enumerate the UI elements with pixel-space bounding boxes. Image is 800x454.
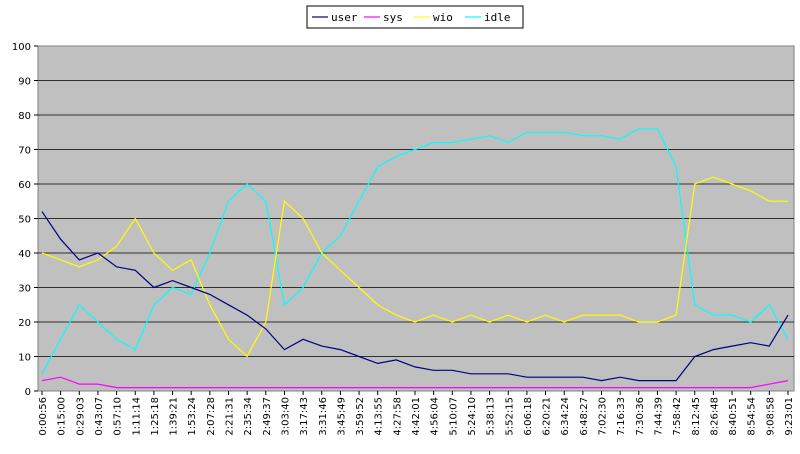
x-tick-label: 2:49:37 xyxy=(262,397,273,436)
x-tick-label: 4:56:04 xyxy=(430,397,441,436)
x-tick-label: 1:53:24 xyxy=(187,397,198,436)
x-tick-label: 5:24:10 xyxy=(467,397,478,436)
y-tick-label: 50 xyxy=(18,215,31,226)
x-tick-label: 5:38:13 xyxy=(486,397,497,436)
y-tick-label: 100 xyxy=(12,42,31,53)
legend-label-sys: sys xyxy=(383,11,403,24)
x-tick-label: 8:12:45 xyxy=(691,397,702,436)
x-tick-label: 0:43:07 xyxy=(94,397,105,436)
series-line-sys xyxy=(41,376,789,389)
legend-label-user: user xyxy=(331,11,358,24)
y-tick-label: 60 xyxy=(18,180,31,191)
x-tick-label: 3:31:46 xyxy=(318,397,329,436)
series-layer xyxy=(41,128,789,389)
x-tick-label: 2:07:28 xyxy=(206,397,217,436)
x-axis-ticks: 0:00:56 0:15:00 0:29:03 0:43:07 0:57:10 1:11:… xyxy=(38,391,795,436)
x-tick-label: 6:20:21 xyxy=(542,397,553,436)
x-tick-label: 6:06:18 xyxy=(523,397,534,436)
x-tick-label: 1:11:14 xyxy=(131,397,142,436)
x-tick-label: 9:08:58 xyxy=(765,397,776,436)
x-tick-label: 0:00:56 xyxy=(38,397,49,436)
x-tick-label: 4:27:58 xyxy=(392,397,403,436)
x-tick-label: 3:45:49 xyxy=(336,397,347,436)
x-tick-label: 8:26:48 xyxy=(709,397,720,436)
y-axis-ticks: 0 10 20 30 40 50 60 70 80 90 100 xyxy=(12,42,38,398)
series-line-idle xyxy=(41,128,789,375)
x-tick-label: 2:21:31 xyxy=(225,397,236,436)
x-tick-label: 5:10:07 xyxy=(448,397,459,436)
x-tick-label: 7:44:39 xyxy=(653,397,664,436)
x-tick-label: 8:40:51 xyxy=(728,397,739,436)
x-tick-label: 1:25:18 xyxy=(150,397,161,436)
x-tick-label: 0:29:03 xyxy=(75,397,86,436)
x-tick-label: 4:13:55 xyxy=(374,397,385,436)
x-tick-label: 3:03:40 xyxy=(280,397,291,436)
legend-label-wio: wio xyxy=(433,11,453,24)
y-tick-label: 0 xyxy=(25,387,31,398)
x-tick-label: 7:58:42 xyxy=(672,397,683,436)
x-tick-label: 9:23:01 xyxy=(784,397,795,436)
x-tick-label: 6:34:24 xyxy=(560,397,571,436)
x-tick-label: 0:57:10 xyxy=(113,397,124,436)
x-tick-label: 4:42:01 xyxy=(411,397,422,436)
x-tick-label: 0:15:00 xyxy=(57,397,68,436)
y-tick-label: 30 xyxy=(18,284,31,295)
x-tick-label: 7:02:30 xyxy=(598,397,609,436)
y-tick-label: 10 xyxy=(18,353,31,364)
x-tick-label: 3:17:43 xyxy=(299,397,310,436)
y-tick-label: 90 xyxy=(18,77,31,88)
series-line-wio xyxy=(41,176,788,358)
x-tick-label: 7:16:33 xyxy=(616,397,627,436)
y-tick-label: 40 xyxy=(18,249,31,260)
y-tick-label: 80 xyxy=(18,111,31,122)
y-tick-label: 20 xyxy=(18,318,31,329)
x-tick-label: 6:48:27 xyxy=(579,397,590,436)
x-tick-label: 2:35:34 xyxy=(243,397,254,436)
x-tick-label: 8:54:54 xyxy=(747,397,758,436)
x-tick-label: 1:39:21 xyxy=(169,397,180,436)
y-tick-label: 70 xyxy=(18,146,31,157)
x-tick-label: 7:30:36 xyxy=(635,397,646,436)
x-tick-label: 5:52:15 xyxy=(504,397,515,436)
legend-label-idle: idle xyxy=(484,11,511,24)
series-line-user xyxy=(41,211,789,382)
x-tick-label: 3:59:52 xyxy=(355,397,366,436)
legend: user sys wio idle xyxy=(306,5,524,29)
